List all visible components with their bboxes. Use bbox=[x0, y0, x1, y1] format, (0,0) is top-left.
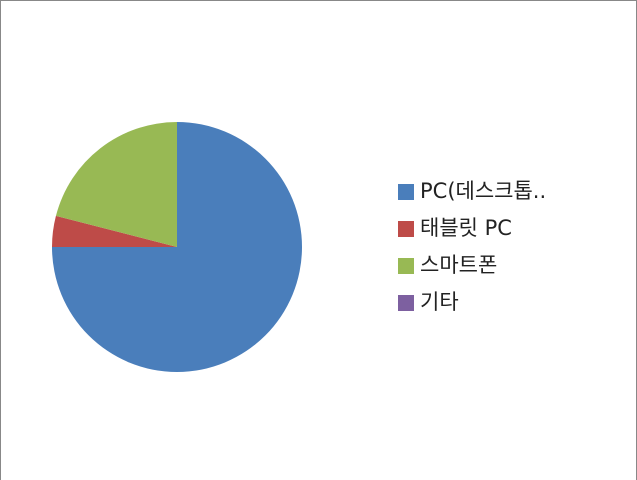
legend-swatch bbox=[398, 295, 414, 311]
legend-label: 스마트폰 bbox=[420, 253, 497, 277]
legend-swatch bbox=[398, 258, 414, 274]
legend-label: 태블릿 PC bbox=[420, 216, 512, 240]
legend-label: PC(데스크톱.. bbox=[420, 179, 546, 203]
legend-label: 기타 bbox=[420, 290, 459, 314]
legend-swatch bbox=[398, 184, 414, 200]
pie-slice bbox=[52, 215, 177, 247]
pie-slice bbox=[55, 122, 177, 247]
legend-swatch bbox=[398, 221, 414, 237]
